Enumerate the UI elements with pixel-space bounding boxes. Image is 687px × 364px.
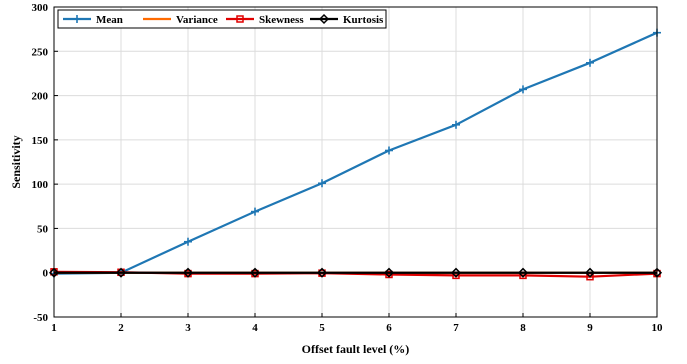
legend: Mean Variance Skewness Kurtosis (57, 9, 387, 29)
x-tick-label: 6 (386, 322, 392, 334)
data-point-mean (586, 58, 594, 67)
x-tick-label: 8 (520, 322, 526, 334)
plot-frame (53, 6, 658, 318)
x-tick-label: 4 (252, 322, 258, 334)
data-point-mean (519, 85, 527, 94)
y-axis-title: Sensitivity (9, 135, 23, 188)
data-point-kurtosis (115, 267, 127, 278)
data-point-mean (184, 237, 192, 246)
x-tick-label: 10 (652, 322, 664, 334)
plot-area (54, 7, 657, 317)
legend-marker-kurtosis (318, 13, 330, 25)
data-point-mean (452, 120, 460, 129)
data-point-mean (251, 207, 259, 216)
x-tick-label: 7 (453, 322, 459, 334)
data-point-kurtosis (584, 267, 596, 278)
y-tick-label: 50 (37, 223, 49, 235)
data-point-mean (318, 179, 326, 188)
y-tick-label: -50 (33, 312, 48, 324)
y-tick-label: 150 (32, 135, 49, 147)
legend-label-skewness: Skewness (259, 14, 304, 26)
legend-label-mean: Mean (96, 14, 123, 26)
legend-box (57, 9, 387, 29)
data-point-kurtosis (383, 267, 395, 278)
x-tick-label: 1 (51, 322, 57, 334)
data-point-kurtosis (182, 267, 194, 278)
series-layer (48, 28, 663, 281)
data-point-mean (385, 146, 393, 155)
legend-marker-mean (73, 15, 81, 23)
legend-label-kurtosis: Kurtosis (343, 14, 384, 26)
data-point-kurtosis (316, 267, 328, 278)
y-tick-label: 0 (43, 268, 49, 280)
data-point-kurtosis (450, 267, 462, 278)
y-axis: -50 0 50 100 150 200 250 300 (32, 2, 58, 324)
x-tick-label: 5 (319, 322, 325, 334)
x-tick-label: 2 (118, 322, 124, 334)
x-tick-label: 9 (587, 322, 593, 334)
legend-label-variance: Variance (176, 14, 218, 26)
y-tick-label: 250 (32, 46, 49, 58)
x-axis: 1 2 3 4 5 6 7 8 9 10 (51, 313, 663, 334)
data-point-kurtosis (517, 267, 529, 278)
data-point-kurtosis (249, 267, 261, 278)
legend-marker-skewness (236, 15, 244, 23)
x-tick-label: 3 (185, 322, 191, 334)
y-tick-label: 200 (32, 91, 49, 103)
series-line-mean (53, 31, 658, 275)
x-axis-title: Offset fault level (%) (302, 342, 410, 356)
y-tick-label: 300 (32, 2, 49, 14)
y-tick-label: 100 (32, 179, 49, 191)
